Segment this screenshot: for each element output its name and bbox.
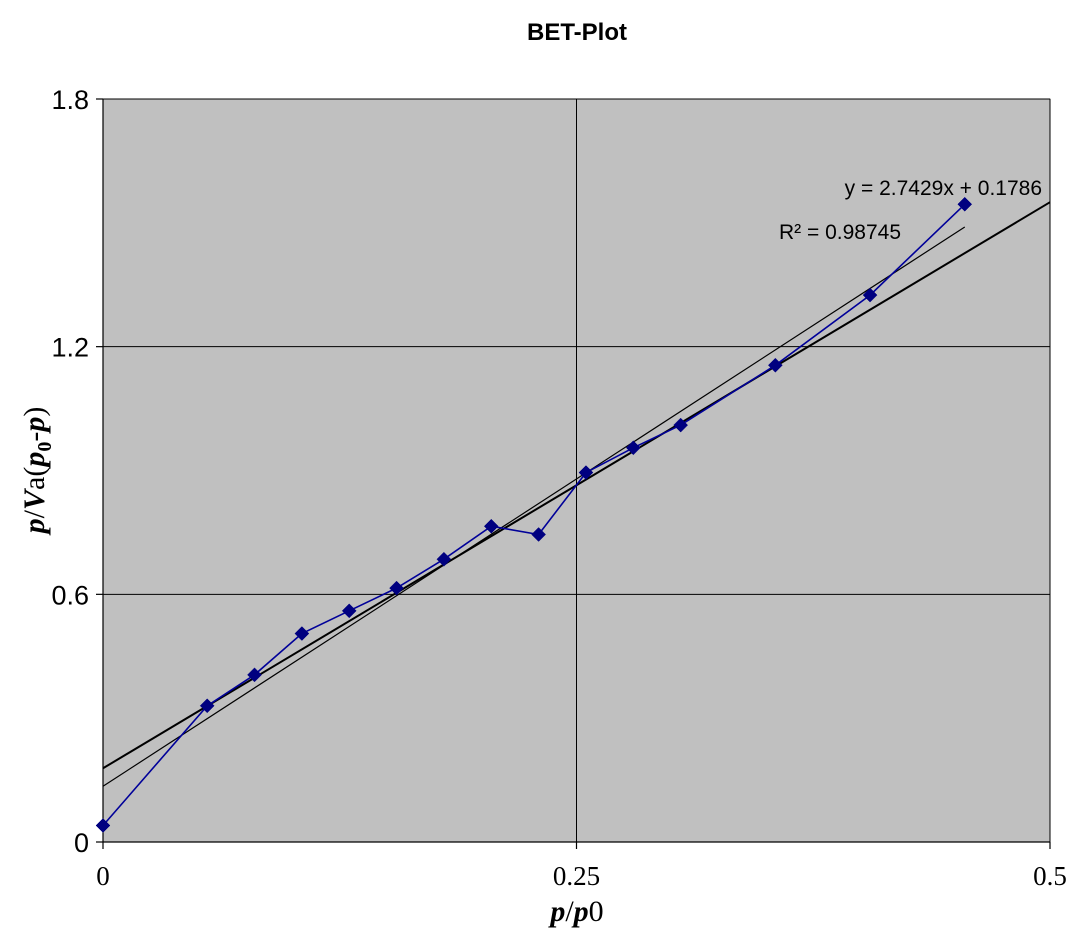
y-tick-label: 0.6	[51, 580, 89, 610]
axes	[96, 98, 1051, 849]
trendline	[102, 226, 966, 787]
trendline-equation: y = 2.7429x + 0.1786	[845, 177, 1042, 200]
y-axis-label: p/Va(p0-p)	[18, 407, 56, 537]
data-point	[247, 667, 262, 683]
data-point	[531, 527, 546, 542]
data-point	[957, 196, 973, 212]
data-point	[483, 518, 499, 534]
x-tick-label: 0	[96, 861, 110, 891]
chart-title: BET-Plot	[527, 19, 627, 46]
data-point	[294, 626, 310, 641]
data-series	[95, 196, 973, 833]
data-point	[862, 287, 878, 303]
y-tick-label: 1.8	[51, 85, 89, 115]
data-point	[389, 580, 404, 596]
x-tick-label: 0.25	[553, 861, 600, 891]
x-tick-label: 0.5	[1033, 861, 1067, 891]
y-tick-label: 1.2	[51, 333, 89, 363]
tick-labels: 0 0.6 1.2 1.8 0 0.25 0.5	[51, 85, 1066, 891]
data-point	[768, 357, 783, 373]
r-squared-label: R² = 0.98745	[779, 221, 901, 244]
data-point	[341, 603, 357, 619]
data-point	[95, 818, 111, 833]
data-point	[199, 698, 215, 714]
data-point	[625, 440, 641, 456]
data-point	[436, 551, 452, 567]
data-point	[578, 465, 594, 480]
x-axis-label: p/p0	[547, 895, 603, 928]
y-tick-label: 0	[74, 828, 89, 858]
data-point	[673, 417, 689, 433]
grid-lines	[103, 98, 1051, 842]
